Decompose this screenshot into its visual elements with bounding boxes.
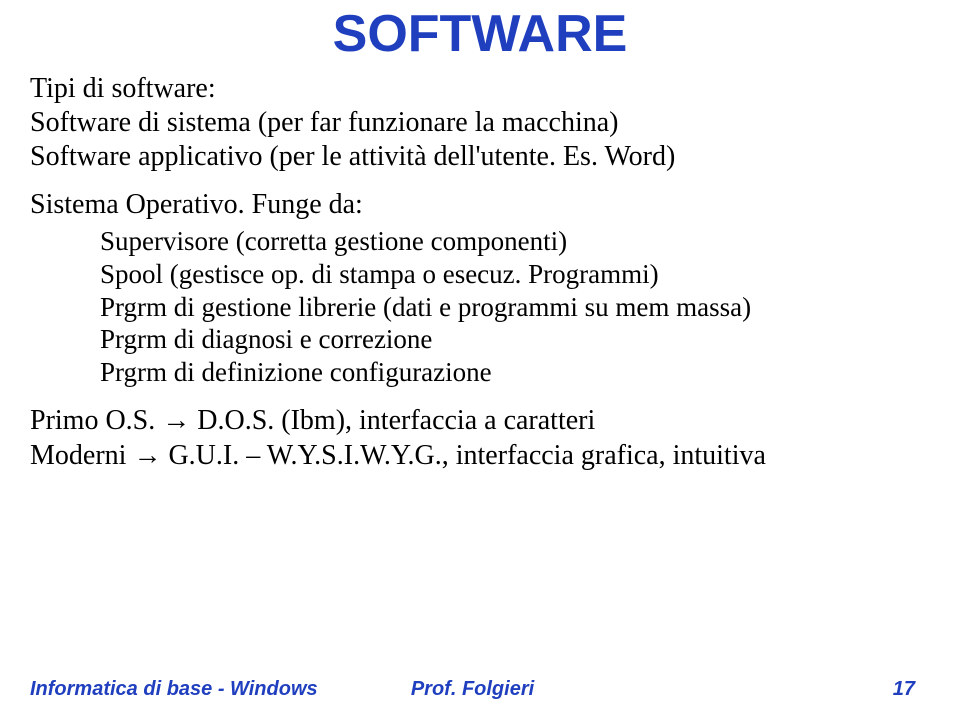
line-sistema: Software di sistema (per far funzionare … [30,106,905,140]
line-diagnosi: Prgrm di diagnosi e correzione [100,323,905,356]
footer-page-number: 17 [893,678,915,701]
primo-os-rest: D.O.S. (Ibm), interfaccia a caratteri [190,405,595,436]
moderni-rest: G.U.I. – W.Y.S.I.W.Y.G., interfaccia gra… [161,440,765,471]
line-tipi: Tipi di software: [30,72,905,106]
footer: Informatica di base - Windows Prof. Folg… [30,678,915,701]
line-moderni: Moderni → G.U.I. – W.Y.S.I.W.Y.G., inter… [30,438,905,473]
slide: SOFTWARE Tipi di software: Software di s… [0,0,960,719]
moderni-text: Moderni [30,440,133,471]
line-supervisore: Supervisore (corretta gestione component… [100,225,905,258]
line-applicativo: Software applicativo (per le attività de… [30,140,905,174]
arrow-icon: → [133,439,161,470]
footer-left: Informatica di base - Windows [30,678,318,701]
line-primo-os: Primo O.S. → D.O.S. (Ibm), interfaccia a… [30,403,905,438]
slide-title: SOFTWARE [0,0,960,64]
arrow-icon: → [162,404,190,435]
line-so: Sistema Operativo. Funge da: [30,188,905,222]
footer-center: Prof. Folgieri [411,678,534,701]
line-config: Prgrm di definizione configurazione [100,356,905,389]
line-librerie: Prgrm di gestione librerie (dati e progr… [100,291,905,324]
indented-block: Supervisore (corretta gestione component… [30,225,905,390]
slide-content: Tipi di software: Software di sistema (p… [0,64,960,474]
line-spool: Spool (gestisce op. di stampa o esecuz. … [100,258,905,291]
primo-os-text: Primo O.S. [30,405,162,436]
